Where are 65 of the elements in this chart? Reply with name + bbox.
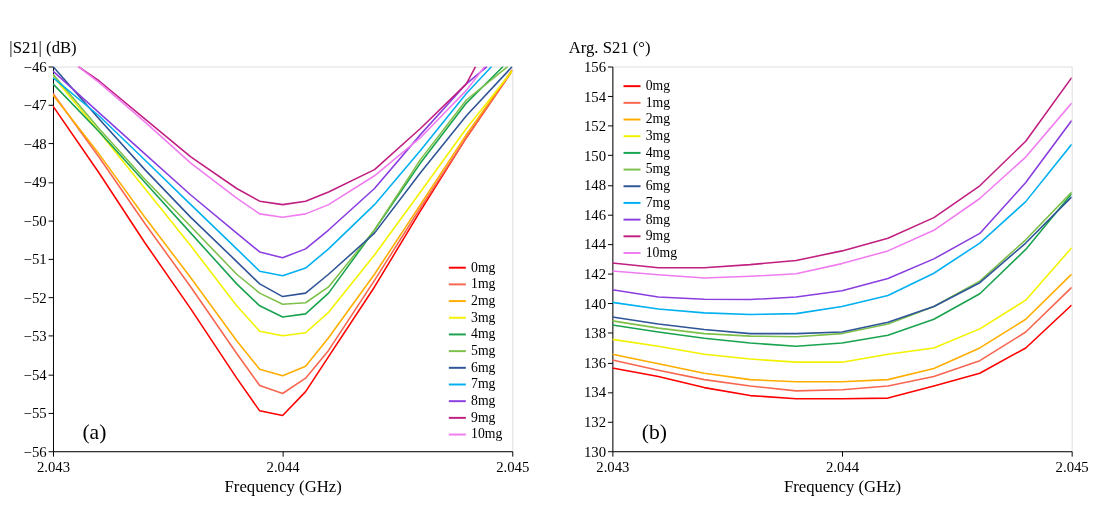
annotation: (a)	[82, 420, 107, 445]
y-tick-label: 152	[583, 118, 606, 135]
x-axis-title: Frequency (GHz)	[224, 476, 342, 496]
line-series	[612, 273, 1072, 383]
y-tick-label: 136	[583, 354, 606, 371]
y-tick-label: −50	[23, 212, 47, 229]
legend-label: 6mg	[645, 178, 671, 194]
y-tick-label: 148	[583, 177, 606, 194]
legend-label: 5mg	[471, 343, 496, 359]
y-tick-label: −54	[23, 366, 48, 383]
legend-label: 7mg	[645, 194, 671, 210]
y-tick-label: 154	[583, 88, 607, 105]
y-tick-label: 142	[583, 266, 606, 283]
y-tick-label: 156	[583, 58, 606, 75]
legend-label: 2mg	[471, 293, 496, 308]
legend-label: 2mg	[645, 111, 671, 127]
x-tick-label: 2.045	[496, 459, 530, 476]
legend-label: 4mg	[471, 326, 496, 342]
line-series	[612, 286, 1072, 392]
x-tick-label: 2.045	[1055, 459, 1089, 476]
x-tick-label: 2.044	[825, 459, 860, 476]
y-tick-label: −47	[23, 97, 47, 114]
legend-label: 9mg	[471, 409, 496, 425]
y-tick-label: −56	[23, 443, 47, 460]
legend-label: 7mg	[471, 376, 496, 392]
legend-label: 8mg	[471, 393, 496, 409]
y-tick-label: 144	[583, 236, 607, 253]
y-tick-label: 130	[583, 443, 606, 460]
legend-label: 3mg	[471, 309, 496, 325]
legend-label: 9mg	[645, 228, 671, 244]
y-tick-label: 150	[583, 147, 606, 164]
line-series	[612, 246, 1072, 363]
x-axis-title: Frequency (GHz)	[783, 476, 902, 496]
legend-label: 5mg	[645, 161, 671, 177]
y-tick-label: −51	[23, 251, 47, 268]
y-axis-title: |S21| (dB)	[9, 38, 77, 58]
y-tick-label: 138	[583, 325, 606, 342]
line-series	[612, 76, 1072, 269]
y-tick-label: −53	[23, 328, 47, 345]
y-tick-label: 146	[583, 206, 606, 223]
legend-label: 8mg	[645, 211, 671, 227]
y-axis-title: Arg. S21 (°)	[568, 38, 651, 58]
legend-label: 1mg	[645, 94, 671, 110]
x-tick-label: 2.043	[596, 459, 630, 476]
legend-label: 1mg	[471, 276, 496, 292]
y-tick-label: −49	[23, 174, 47, 191]
y-tick-label: −55	[23, 405, 47, 422]
y-tick-label: −52	[23, 289, 47, 306]
legend-label: 4mg	[645, 144, 671, 160]
legend-label: 3mg	[645, 128, 671, 144]
y-tick-label: −46	[23, 58, 47, 75]
legend-label: 0mg	[471, 259, 496, 275]
legend-label: 10mg	[471, 426, 503, 442]
y-tick-label: −48	[23, 135, 47, 152]
y-tick-label: 134	[583, 384, 607, 401]
x-tick-label: 2.043	[36, 459, 71, 476]
legend-label: 6mg	[471, 359, 496, 375]
line-series	[612, 143, 1072, 316]
annotation: (b)	[641, 420, 667, 445]
x-tick-label: 2.044	[266, 459, 301, 476]
y-tick-label: 140	[583, 295, 606, 312]
y-tick-label: 132	[583, 414, 606, 431]
line-series	[612, 304, 1072, 400]
legend-label: 10mg	[645, 244, 678, 260]
legend-label: 0mg	[645, 78, 671, 94]
